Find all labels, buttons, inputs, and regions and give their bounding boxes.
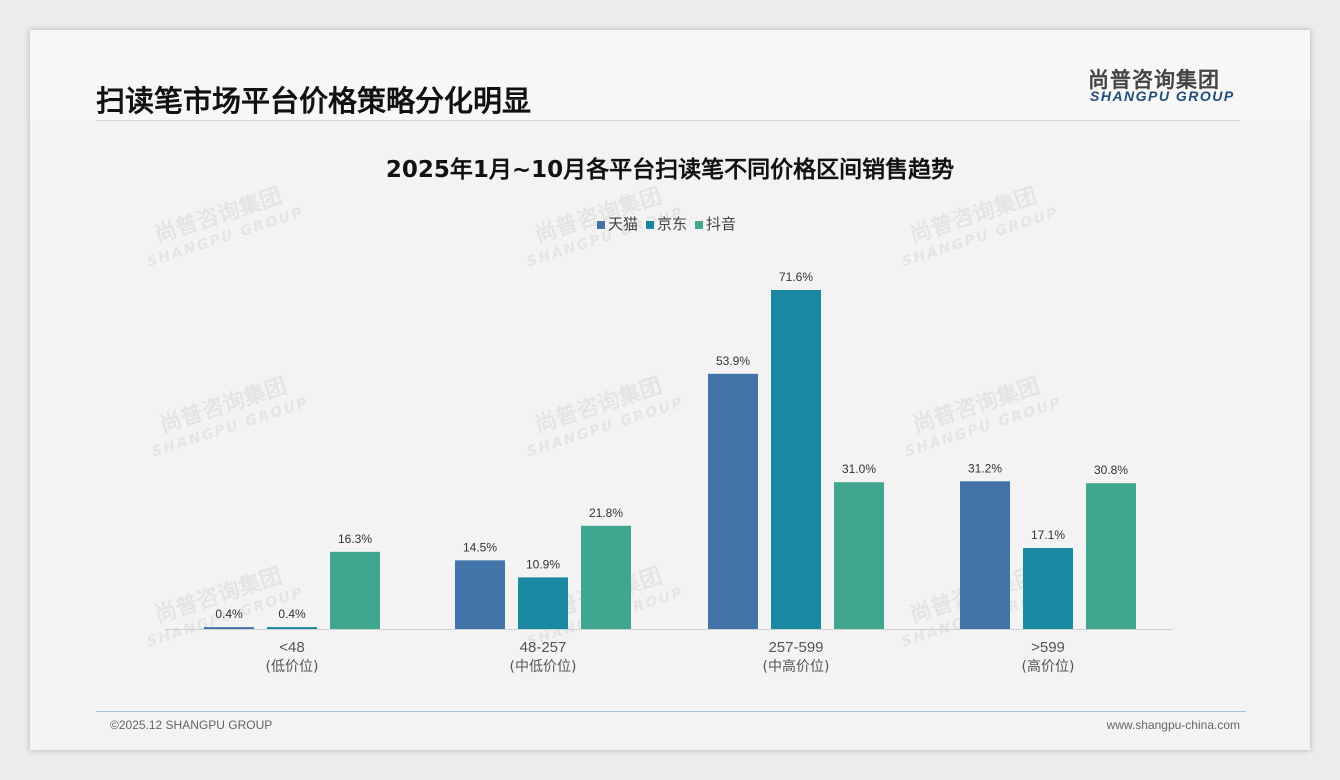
data-label: 53.9%	[716, 354, 750, 368]
bar	[708, 373, 758, 629]
legend: 天猫 京东 抖音	[597, 213, 736, 234]
data-label: 30.8%	[1094, 463, 1128, 477]
bar	[834, 482, 884, 629]
tick-label: <48	[279, 639, 304, 656]
legend-item: 京东	[646, 213, 687, 234]
logo-cn: 尚普咨询集团	[1088, 68, 1220, 92]
data-label: 21.8%	[589, 506, 623, 520]
tick-label: 48-257	[520, 639, 567, 656]
bar	[771, 290, 821, 629]
bar	[330, 551, 380, 629]
footer-website: www.shangpu-china.com	[1106, 718, 1240, 732]
bar	[518, 577, 568, 629]
data-label: 10.9%	[526, 557, 560, 571]
legend-item: 天猫	[597, 213, 638, 234]
bar	[1086, 483, 1136, 629]
header-band	[30, 30, 1310, 120]
bar	[581, 525, 631, 629]
bar	[1023, 548, 1073, 629]
page-title: 扫读笔市场平台价格策略分化明显	[96, 84, 532, 118]
bar	[960, 481, 1010, 629]
tick-sublabel: (中高价位)	[763, 658, 830, 675]
tick-label: 257-599	[768, 639, 823, 656]
tick-sublabel: (高价位)	[1022, 658, 1075, 675]
footer-divider	[96, 711, 1246, 712]
data-label: 14.5%	[463, 540, 497, 554]
bar	[455, 560, 505, 629]
data-label: 31.0%	[842, 462, 876, 476]
tick-sublabel: (低价位)	[266, 659, 319, 675]
bar	[204, 627, 254, 629]
legend-item: 抖音	[695, 213, 736, 234]
tick-sublabel: (中低价位)	[510, 659, 577, 675]
data-label: 0.4%	[278, 607, 306, 621]
data-label: 0.4%	[215, 607, 243, 621]
data-label: 16.3%	[338, 532, 372, 546]
header-divider	[96, 120, 1240, 121]
logo-en: SHANGPU GROUP	[1090, 88, 1235, 104]
bar	[267, 627, 317, 629]
chart-title: 2025年1月~10月各平台扫读笔不同价格区间销售趋势	[385, 157, 955, 183]
data-label: 31.2%	[968, 461, 1002, 475]
data-label: 71.6%	[779, 270, 813, 284]
data-label: 17.1%	[1031, 528, 1065, 542]
tick-label: >599	[1031, 639, 1065, 656]
footer-copyright: ©2025.12 SHANGPU GROUP	[110, 718, 273, 732]
